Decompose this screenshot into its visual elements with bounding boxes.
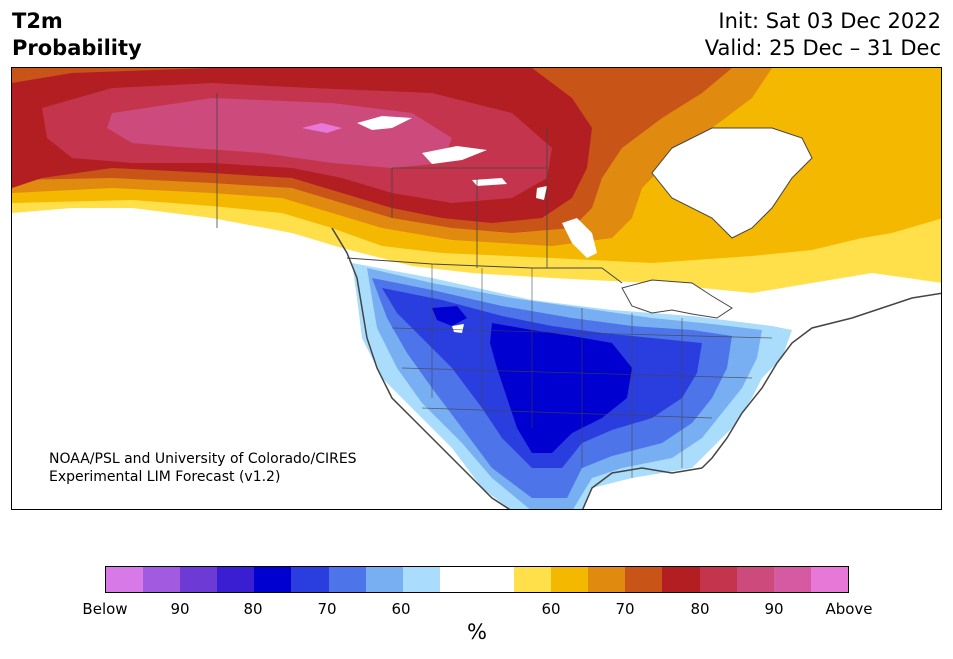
legend-swatch — [514, 567, 552, 592]
legend-swatch — [254, 567, 292, 592]
state-lines — [391, 264, 773, 478]
legend-swatch — [291, 567, 329, 592]
lake-athabasca — [472, 178, 507, 186]
date-info: Init: Sat 03 Dec 2022 Valid: 25 Dec – 31… — [705, 8, 941, 62]
legend-swatch — [476, 567, 515, 592]
color-legend — [105, 566, 849, 593]
legend-tick-label: 80 — [243, 600, 263, 618]
valid-range: Valid: 25 Dec – 31 Dec — [704, 36, 941, 60]
great-salt-lake — [452, 324, 464, 333]
init-date: Init: Sat 03 Dec 2022 — [718, 9, 941, 33]
lake-winnipeg — [562, 218, 597, 258]
legend-swatch — [810, 567, 848, 592]
legend-swatch — [106, 567, 144, 592]
legend-tick-label: 70 — [615, 600, 635, 618]
shade-warm-95 — [302, 123, 342, 133]
legend-swatch — [625, 567, 663, 592]
credit-line-1: NOAA/PSL and University of Colorado/CIRE… — [49, 451, 357, 467]
great-slave-lake — [422, 146, 487, 164]
legend-tick-label: 80 — [690, 600, 710, 618]
coastline-east — [701, 292, 941, 469]
variable-label: T2m — [12, 9, 63, 33]
legend-tick-label: Above — [825, 600, 873, 618]
coastline-west — [331, 227, 511, 509]
shade-cold-80 — [490, 323, 632, 453]
legend-tick-label: 90 — [764, 600, 784, 618]
forecast-credit: NOAA/PSL and University of Colorado/CIRE… — [49, 450, 357, 486]
shade-warm-90 — [107, 98, 452, 168]
map-title: T2m Probability — [12, 8, 142, 62]
legend-swatch — [217, 567, 255, 592]
legend-swatch — [662, 567, 700, 592]
legend-tick-label: 60 — [541, 600, 561, 618]
province-lines — [216, 93, 548, 268]
legend-swatch — [180, 567, 218, 592]
legend-swatch — [773, 567, 811, 592]
legend-swatch — [402, 567, 440, 592]
legend-swatch — [365, 567, 403, 592]
legend-unit: % — [467, 620, 487, 644]
credit-line-2: Experimental LIM Forecast (v1.2) — [49, 469, 281, 485]
legend-tick-label: 70 — [317, 600, 337, 618]
shade-cold-85 — [432, 306, 467, 326]
legend-tick-label: Below — [82, 600, 128, 618]
map-canvas — [12, 68, 941, 509]
legend-swatch — [143, 567, 181, 592]
legend-swatch — [439, 567, 477, 592]
legend-swatch — [588, 567, 626, 592]
forecast-map — [11, 67, 942, 510]
quantity-label: Probability — [12, 36, 142, 60]
great-lakes — [621, 279, 733, 319]
lake-winnipegosis — [536, 186, 547, 200]
legend-swatch — [736, 567, 774, 592]
legend-swatch — [699, 567, 737, 592]
legend-tick-label: 90 — [170, 600, 190, 618]
gulf-coast — [582, 467, 703, 509]
great-bear-lake — [357, 116, 412, 130]
legend-swatch — [328, 567, 366, 592]
legend-swatch — [551, 567, 589, 592]
hudson-bay — [651, 127, 813, 239]
legend-tick-label: 60 — [391, 600, 411, 618]
